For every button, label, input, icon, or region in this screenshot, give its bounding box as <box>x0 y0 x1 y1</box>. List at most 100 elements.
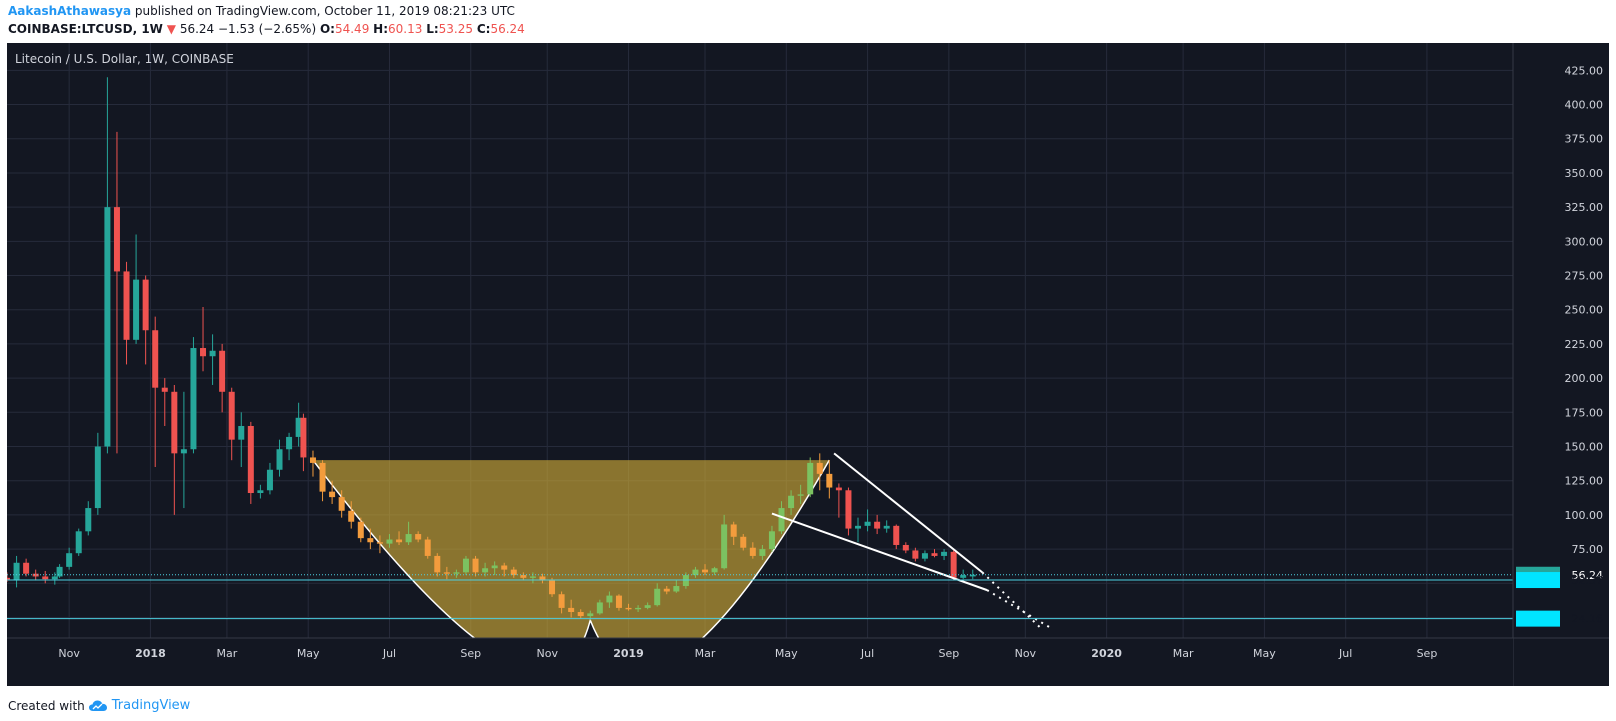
candle <box>171 384 178 515</box>
candle <box>969 569 976 580</box>
price-tick-label: 100.00 <box>1565 509 1604 522</box>
candle-body <box>453 572 460 574</box>
candle <box>673 580 680 593</box>
candle-body <box>376 542 383 544</box>
time-tick-label: May <box>297 647 320 660</box>
symbol-name: COINBASE:LTCUSD, 1W <box>8 22 163 36</box>
price-tick-label: 350.00 <box>1565 167 1604 180</box>
ohlc-high-value: 60.13 <box>388 22 423 36</box>
price-tick-label: 375.00 <box>1565 133 1604 146</box>
candle <box>85 501 92 536</box>
candle-body <box>133 279 140 340</box>
price-tick-label: 75.00 <box>1572 543 1604 556</box>
candle <box>228 387 235 461</box>
candle <box>501 562 508 577</box>
candle <box>180 391 187 509</box>
candle-body <box>276 449 283 470</box>
time-tick-label: Mar <box>217 647 238 660</box>
candle-body <box>286 436 293 450</box>
candle <box>625 603 632 611</box>
candle-body <box>969 574 976 577</box>
candle-body <box>415 534 422 540</box>
price-tick-label: 275.00 <box>1565 270 1604 283</box>
candle-body <box>51 576 58 580</box>
price-line-label-bg <box>1516 610 1560 627</box>
candle <box>864 509 871 532</box>
candle <box>606 591 613 608</box>
price-line-label: 24.16 <box>1572 613 1604 626</box>
chart-panel[interactable]: Litecoin / U.S. Dollar, 1W, COINBASE 425… <box>7 43 1609 686</box>
symbol-line: COINBASE:LTCUSD, 1W ▼ 56.24 −1.53 (−2.65… <box>8 22 525 36</box>
time-axis: Nov 2018 Mar May Jul Sep Nov 2019 Mar May Jul Sep No… <box>58 647 1437 660</box>
candle <box>104 77 111 454</box>
candle-body <box>635 607 642 610</box>
time-tick-label: May <box>775 647 798 660</box>
wedge-lower-projection <box>986 589 1050 628</box>
candle <box>396 531 403 545</box>
author-link[interactable]: AakashAthawasya <box>8 4 132 18</box>
candle <box>520 572 527 581</box>
price-line-label: 56.24 <box>1572 569 1604 582</box>
candle <box>568 599 575 618</box>
candle-body <box>434 555 441 573</box>
candle <box>788 490 795 515</box>
ohlc-close-value: 56.24 <box>490 22 525 36</box>
candle-body <box>482 568 489 573</box>
candle <box>721 514 728 570</box>
ohlc-low-key: L: <box>426 22 439 36</box>
candle <box>75 528 82 556</box>
price-tick-label: 175.00 <box>1565 406 1604 419</box>
candle-body <box>32 573 39 577</box>
candle-body <box>66 553 73 567</box>
candle <box>912 547 919 562</box>
candle <box>883 520 890 533</box>
candle-body <box>615 595 622 608</box>
candle <box>740 534 747 551</box>
candle-body <box>472 558 479 573</box>
candle <box>826 460 833 499</box>
candle-body <box>577 612 584 617</box>
candle <box>219 343 226 413</box>
candle <box>921 550 928 562</box>
candle-body <box>663 588 670 592</box>
price-tick-label: 425.00 <box>1565 64 1604 77</box>
candle <box>443 566 450 580</box>
ohlc-high-key: H: <box>373 22 388 36</box>
candle-body <box>587 613 594 617</box>
candle-body <box>319 462 326 492</box>
candle-body <box>257 490 264 494</box>
candle <box>539 573 546 584</box>
candle <box>338 490 345 518</box>
candle-body <box>309 457 316 463</box>
candle-body <box>123 271 130 340</box>
candle-body <box>558 594 565 608</box>
candle-body <box>386 539 393 544</box>
candle-body <box>238 425 245 440</box>
candle <box>13 555 20 588</box>
candle-body <box>941 551 948 556</box>
wedge-lower-line <box>771 512 988 592</box>
candle-body <box>807 462 814 495</box>
candle-body <box>247 425 254 494</box>
candle-body <box>539 576 546 581</box>
candlestick-chart[interactable]: Litecoin / U.S. Dollar, 1W, COINBASE 425… <box>7 43 1609 686</box>
price-tick-label: 400.00 <box>1565 99 1604 112</box>
candle-body <box>654 588 661 606</box>
candle-body <box>405 534 412 543</box>
candle <box>807 457 814 498</box>
time-tick-label: 2019 <box>613 647 644 660</box>
candle-body <box>912 550 919 559</box>
price-tick-label: 200.00 <box>1565 372 1604 385</box>
candle <box>462 555 469 576</box>
triangle-down-icon: ▼ <box>166 22 176 36</box>
footer: Created with TradingView <box>8 698 190 713</box>
candle <box>142 275 149 365</box>
candle <box>386 534 393 548</box>
candle <box>941 549 948 561</box>
candle <box>874 514 881 535</box>
brand-name: TradingView <box>111 698 191 713</box>
candle-body <box>730 524 737 537</box>
tradingview-logo[interactable]: TradingView <box>88 698 191 713</box>
candle-body <box>682 575 689 587</box>
candle-body <box>13 562 20 581</box>
